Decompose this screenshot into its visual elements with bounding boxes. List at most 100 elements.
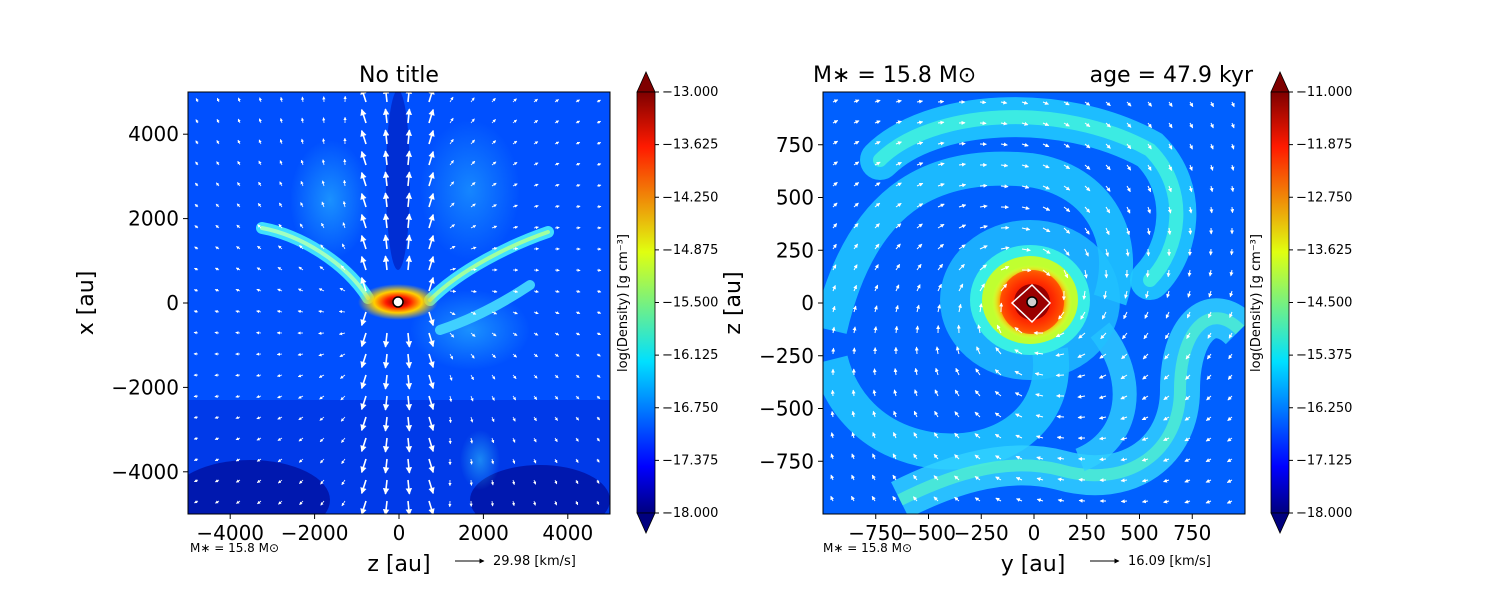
velocity-arrow bbox=[382, 332, 390, 348]
colorbar-tick-label: −11.875 bbox=[1296, 138, 1352, 153]
velocity-arrow bbox=[405, 171, 413, 187]
velocity-arrow bbox=[596, 268, 602, 272]
velocity-arrow bbox=[360, 479, 367, 495]
velocity-arrow bbox=[256, 479, 262, 483]
velocity-arrow bbox=[1163, 416, 1170, 421]
velocity-arrow bbox=[916, 304, 920, 313]
velocity-arrow bbox=[382, 171, 390, 187]
velocity-arrow bbox=[596, 479, 600, 484]
velocity-arrow bbox=[382, 395, 390, 411]
velocity-arrow bbox=[1015, 413, 1023, 418]
velocity-arrow bbox=[533, 119, 539, 124]
velocity-arrow bbox=[428, 416, 435, 432]
velocity-arrow bbox=[237, 160, 241, 166]
velocity-arrow bbox=[1082, 290, 1087, 300]
velocity-arrow bbox=[428, 213, 435, 229]
velocity-arrow bbox=[852, 305, 857, 313]
velocity-arrow bbox=[853, 243, 859, 250]
velocity-arrow bbox=[235, 437, 241, 441]
velocity-arrow bbox=[895, 182, 902, 187]
velocity-arrow bbox=[491, 332, 497, 337]
velocity-arrow bbox=[853, 161, 860, 166]
velocity-arrow bbox=[955, 367, 960, 376]
y-tick-label: −4000 bbox=[111, 460, 179, 484]
y-tick-label: 2000 bbox=[128, 207, 179, 231]
velocity-arrow bbox=[512, 311, 518, 315]
velocity-arrow bbox=[1185, 353, 1191, 360]
velocity-arrow bbox=[994, 412, 1002, 418]
velocity-arrow bbox=[937, 283, 942, 292]
velocity-arrow bbox=[1000, 121, 1008, 126]
velocity-arrow bbox=[978, 303, 983, 313]
velocity-arrow bbox=[895, 162, 902, 166]
velocity-arrow bbox=[428, 92, 435, 103]
velocity-arrow bbox=[1036, 498, 1044, 503]
colorbar-tick-label: −13.000 bbox=[662, 85, 718, 100]
velocity-arrow bbox=[1021, 247, 1031, 252]
footnote-1: M∗ = 15.8 M⊙ bbox=[190, 541, 279, 555]
velocity-arrow bbox=[554, 416, 558, 421]
colorbar-tick-label: −17.375 bbox=[662, 453, 718, 468]
velocity-arrow bbox=[257, 245, 262, 250]
velocity-arrow bbox=[470, 97, 475, 103]
velocity-arrow bbox=[382, 192, 390, 208]
velocity-arrow bbox=[360, 92, 367, 103]
velocity-arrow bbox=[975, 368, 981, 376]
x-tick-label: −2000 bbox=[281, 521, 349, 545]
colorbar-1: −13.000 −13.625 −14.250 −14.875 −15.500 −16.1… bbox=[616, 71, 718, 534]
velocity-arrow bbox=[214, 267, 220, 271]
velocity-arrow bbox=[276, 352, 283, 356]
velocity-arrow bbox=[1042, 269, 1051, 277]
velocity-arrow bbox=[575, 479, 579, 485]
velocity-arrow bbox=[1147, 185, 1152, 193]
velocity-arrow bbox=[1063, 269, 1069, 279]
velocity-arrow bbox=[913, 453, 918, 460]
velocity-arrow bbox=[428, 395, 435, 411]
x-tick-label: 0 bbox=[393, 521, 406, 545]
velocity-arrow bbox=[428, 458, 435, 474]
velocity-arrow bbox=[256, 416, 262, 420]
velocity-arrow bbox=[405, 500, 413, 514]
velocity-arrow bbox=[341, 500, 346, 507]
velocity-arrow bbox=[194, 225, 199, 229]
velocity-arrow bbox=[341, 243, 346, 250]
velocity-arrow bbox=[1189, 143, 1193, 150]
velocity-arrow bbox=[277, 416, 283, 420]
x-axis-1: −4000 −2000 0 2000 4000 bbox=[196, 514, 593, 545]
velocity-arrow bbox=[832, 264, 837, 271]
velocity-arrow bbox=[916, 203, 924, 208]
velocity-arrow bbox=[298, 395, 304, 399]
velocity-arrow bbox=[339, 287, 346, 292]
velocity-arrow bbox=[1163, 457, 1170, 462]
velocity-arrow bbox=[874, 120, 881, 125]
velocity-arrow bbox=[470, 395, 474, 402]
velocity-arrow bbox=[1098, 374, 1107, 379]
velocity-arrow bbox=[512, 183, 518, 187]
velocity-arrow bbox=[533, 437, 537, 443]
velocity-arrow bbox=[937, 120, 945, 125]
velocity-arrow bbox=[428, 500, 435, 514]
velocity-arrow bbox=[1227, 437, 1233, 442]
velocity-arrow bbox=[449, 96, 454, 103]
velocity-arrow bbox=[216, 161, 220, 166]
velocity-arrow bbox=[1209, 185, 1214, 193]
velocity-arrow bbox=[1142, 353, 1149, 360]
velocity-arrow bbox=[360, 458, 367, 474]
velocity-arrow bbox=[319, 416, 325, 421]
velocity-arrow bbox=[319, 395, 325, 400]
velocity-arrow bbox=[405, 395, 413, 411]
velocity-arrow bbox=[1035, 414, 1044, 419]
velocity-arrow bbox=[1100, 332, 1107, 340]
velocity-arrow bbox=[256, 437, 262, 441]
velocity-arrow bbox=[194, 203, 199, 208]
velocity-arrow bbox=[1125, 248, 1130, 257]
velocity-arrow bbox=[872, 410, 877, 418]
velocity-arrow bbox=[256, 288, 262, 292]
velocity-arrow bbox=[278, 245, 283, 250]
velocity-arrow bbox=[1080, 311, 1086, 320]
velocity-arrow bbox=[428, 276, 435, 292]
velocity-arrow bbox=[298, 266, 304, 271]
velocity-arrow bbox=[937, 141, 945, 146]
x-tick-label: −750 bbox=[848, 521, 903, 545]
y-tick-label: 500 bbox=[776, 186, 814, 210]
